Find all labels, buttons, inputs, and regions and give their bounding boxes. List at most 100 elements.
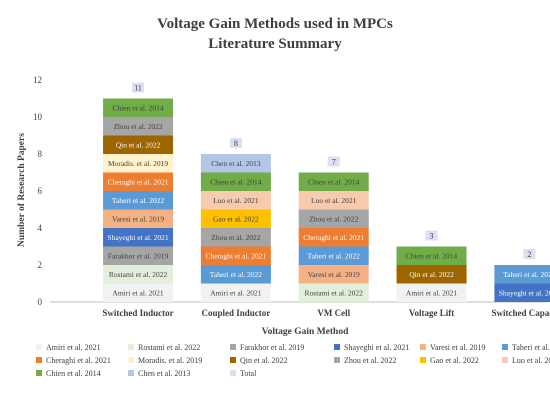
bar-segment	[200, 283, 271, 302]
segment-label: Gao et al. 2022	[213, 214, 259, 223]
segment-label: Zhou et al. 2022	[211, 233, 260, 242]
segment-label: Varesi et al. 2019	[112, 214, 164, 223]
legend-label: Zhou et al. 2022	[344, 356, 396, 365]
segment-label: Taheri et al. 2022	[503, 270, 550, 279]
segment-label: Chien et al. 2014	[210, 177, 261, 186]
segment-label: Luo et al. 2021	[311, 196, 357, 205]
bar-segment	[103, 135, 174, 154]
segment-label: Taheri et al. 2022	[210, 270, 263, 279]
segment-label: Rostami et al. 2022	[305, 288, 364, 297]
bar-segment	[200, 209, 271, 228]
plot-area: 0 2 4 6 8 10 12 Amiri et al. 2021 Rostami et al.…	[33, 75, 550, 318]
segment-label: Luo et al. 2021	[213, 196, 259, 205]
segment-label: Taheri et al. 2022	[112, 196, 165, 205]
total-label-box	[229, 138, 242, 148]
legend-label: Total	[240, 369, 257, 378]
bar-segment	[103, 265, 174, 284]
x-tick-label: Switched Capacitor	[492, 308, 550, 318]
segment-label: Qin et al. 2022	[409, 270, 454, 279]
total-label: 2	[527, 250, 531, 259]
legend-label: Chien et al. 2014	[46, 369, 101, 378]
bar-segment	[298, 283, 369, 302]
bar-segment	[298, 228, 369, 247]
bar-segment	[103, 191, 174, 210]
legend-swatch	[334, 344, 340, 350]
total-label: 7	[332, 158, 336, 167]
total-label-box	[327, 156, 340, 167]
legend-label: Cheraghi et al. 2021	[46, 356, 111, 365]
legend-label: Shayeghi et al. 2021	[344, 343, 409, 352]
segment-label: Cheraghi et al. 2021	[303, 233, 364, 242]
x-tick-label: VM Cell	[317, 308, 350, 318]
bar-segment	[103, 246, 174, 265]
chart-title-line-2: Literature Summary	[208, 36, 342, 52]
y-axis-label: Number of Research Papers	[17, 133, 27, 247]
segment-label: Amiri et al. 2021	[112, 288, 163, 297]
legend-label: Amiri et al. 2021	[46, 343, 101, 352]
segment-label: Chen et al. 2013	[211, 159, 260, 168]
x-tick-label: Voltage Lift	[409, 308, 454, 318]
bar-segment	[103, 209, 174, 228]
segment-label: Chien et al. 2014	[308, 177, 359, 186]
total-label: 8	[234, 139, 238, 148]
segment-label: Chien et al. 2014	[112, 103, 163, 112]
chart-title-line-1: Voltage Gain Methods used in MPCs	[157, 16, 393, 32]
y-tick-label: 12	[33, 75, 42, 85]
x-tick-label: Switched Inductor	[102, 308, 173, 318]
bar-segment	[200, 228, 271, 247]
legend-label: Varesi et al. 2019	[430, 343, 486, 352]
bar-segment	[298, 172, 369, 191]
legend-swatch	[36, 344, 42, 350]
segment-label: Chien et al. 2014	[406, 251, 457, 260]
bar-segment	[396, 246, 467, 265]
bar-segment	[103, 228, 174, 247]
legend-swatch	[334, 357, 340, 363]
total-label: 11	[134, 84, 142, 93]
legend-label: Taheri et al. 2022	[512, 343, 550, 352]
segment-label: Cheraghi et al. 2021	[205, 251, 266, 260]
bar-segment	[103, 283, 174, 302]
total-label-box	[523, 249, 536, 259]
bar-segment	[103, 172, 174, 191]
y-tick-label: 4	[38, 223, 43, 233]
segment-label: Amiri et al. 2021	[406, 288, 457, 297]
bar-segment	[396, 265, 467, 284]
segment-label: Zhou et al. 2022	[113, 122, 162, 131]
bar-segment	[103, 117, 174, 136]
bar-segment	[103, 154, 174, 173]
y-tick-label: 2	[38, 260, 43, 270]
bar-segment	[200, 265, 271, 284]
y-tick-label: 10	[33, 112, 43, 122]
segment-label: Shayeghi et al. 2021	[499, 288, 550, 297]
legend-label: Rostami et al. 2022	[138, 343, 200, 352]
segment-label: Zhou et al. 2022	[309, 214, 358, 223]
segment-label: Taheri et al. 2022	[308, 251, 361, 260]
legend-swatch	[128, 370, 134, 376]
legend-swatch	[128, 344, 134, 350]
bar-segment	[200, 154, 271, 173]
segment-label: Varesi et al. 2019	[308, 270, 360, 279]
bar-segment	[396, 283, 467, 302]
bar-segment	[298, 209, 369, 228]
legend-label: Farakhor et al. 2019	[240, 343, 304, 352]
legend-label: Chen et al. 2013	[138, 369, 190, 378]
legend: Amiri et al. 2021 Rostami et al. 2022 Fara…	[36, 343, 550, 378]
legend-swatch	[128, 357, 134, 363]
y-tick-label: 0	[38, 297, 43, 307]
segment-label: Qin et al. 2022	[116, 140, 161, 149]
bar-segment	[200, 172, 271, 191]
bar-segment	[298, 265, 369, 284]
legend-swatch	[36, 370, 42, 376]
legend-swatch	[36, 357, 42, 363]
x-axis-label: Voltage Gain Method	[262, 327, 349, 337]
legend-swatch	[420, 357, 426, 363]
segment-label: Rostami et al. 2022	[109, 270, 168, 279]
legend-swatch	[420, 344, 426, 350]
x-tick-label: Coupled Inductor	[202, 308, 271, 318]
legend-label: Moradis. et al. 2019	[138, 356, 202, 365]
legend-swatch	[230, 344, 236, 350]
segment-label: Shayeghi et al. 2021	[107, 233, 168, 242]
segment-label: Cheraghi et al. 2021	[108, 177, 169, 186]
legend-label: Gao et al. 2022	[430, 356, 479, 365]
